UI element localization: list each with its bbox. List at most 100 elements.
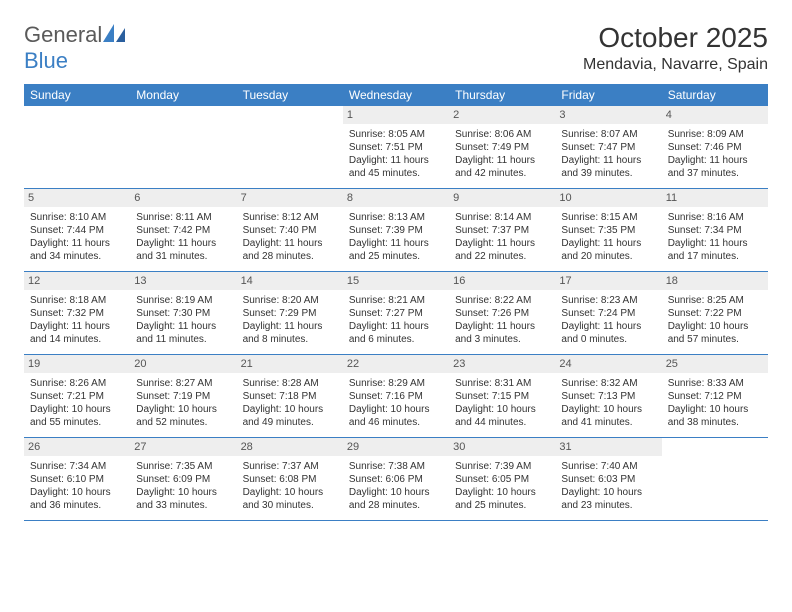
sunrise-line: Sunrise: 7:39 AM xyxy=(455,460,549,473)
sunset-line: Sunset: 7:44 PM xyxy=(30,224,124,237)
sunset-line: Sunset: 7:21 PM xyxy=(30,390,124,403)
calendar-cell: 22 Sunrise: 8:29 AMSunset: 7:16 PMDayligh… xyxy=(343,355,449,437)
calendar-cell xyxy=(130,106,236,188)
calendar-cell: 29Sunrise: 7:38 AMSunset: 6:06 PMDayligh… xyxy=(343,438,449,520)
calendar-cell: 10Sunrise: 8:15 AMSunset: 7:35 PMDayligh… xyxy=(555,189,661,271)
sunset-line: Sunset: 7:30 PM xyxy=(136,307,230,320)
day-number: 5 xyxy=(24,189,130,207)
daylight-line: Daylight: 10 hours and 38 minutes. xyxy=(668,403,762,429)
sunrise-line: Sunrise: 7:38 AM xyxy=(349,460,443,473)
sunset-line: Sunset: 7:13 PM xyxy=(561,390,655,403)
calendar-cell: 3Sunrise: 8:07 AMSunset: 7:47 PMDaylight… xyxy=(555,106,661,188)
calendar-cell xyxy=(24,106,130,188)
sunrise-line: Sunrise: 7:34 AM xyxy=(30,460,124,473)
sunset-line: Sunset: 7:22 PM xyxy=(668,307,762,320)
sunrise-line: Sunrise: 8:28 AM xyxy=(243,377,337,390)
sunrise-line: Sunrise: 8:07 AM xyxy=(561,128,655,141)
sunrise-line: Sunrise: 7:40 AM xyxy=(561,460,655,473)
sunset-line: Sunset: 7:26 PM xyxy=(455,307,549,320)
day-number: 1 xyxy=(343,106,449,124)
daylight-line: Daylight: 11 hours and 14 minutes. xyxy=(30,320,124,346)
logo: GeneralBlue xyxy=(24,22,125,74)
calendar-cell: 27Sunrise: 7:35 AMSunset: 6:09 PMDayligh… xyxy=(130,438,236,520)
calendar-week: 26 Sunrise: 7:34 AMSunset: 6:10 PM Dayligh… xyxy=(24,438,768,521)
logo-part2: Blue xyxy=(24,48,68,73)
day-number: 15 xyxy=(343,272,449,290)
day-number: 29 xyxy=(343,438,449,456)
sunset-line: Sunset: 6:06 PM xyxy=(349,473,443,486)
calendar-cell xyxy=(662,438,768,520)
calendar-cell: 24Sunrise: 8:32 AMSunset: 7:13 PMDayligh… xyxy=(555,355,661,437)
sunrise-line: Sunrise: 7:35 AM xyxy=(136,460,230,473)
day-header: Saturday xyxy=(662,84,768,106)
calendar-cell: 1Sunrise: 8:05 AMSunset: 7:51 PMDaylight… xyxy=(343,106,449,188)
sunset-line: Sunset: 7:51 PM xyxy=(349,141,443,154)
daylight-line: Daylight: 10 hours and 46 minutes. xyxy=(349,403,443,429)
logo-part1: General xyxy=(24,22,102,47)
daylight-line: Daylight: 10 hours and 44 minutes. xyxy=(455,403,549,429)
day-number: 22 xyxy=(343,355,449,373)
daylight-line: Daylight: 10 hours and 41 minutes. xyxy=(561,403,655,429)
title-block: October 2025 Mendavia, Navarre, Spain xyxy=(583,22,768,74)
sunrise-line: Sunrise: 8:18 AM xyxy=(30,294,124,307)
daylight-line: Daylight: 11 hours and 39 minutes. xyxy=(561,154,655,180)
day-number: 12 xyxy=(24,272,130,290)
calendar-cell: 5Sunrise: 8:10 AMSunset: 7:44 PMDaylight… xyxy=(24,189,130,271)
sunset-line: Sunset: 7:16 PM xyxy=(349,390,443,403)
day-number: 28 xyxy=(237,438,343,456)
calendar-cell: 12Sunrise: 8:18 AMSunset: 7:32 PMDayligh… xyxy=(24,272,130,354)
sunset-line: Sunset: 6:08 PM xyxy=(243,473,337,486)
calendar-cell: 18Sunrise: 8:25 AMSunset: 7:22 PMDayligh… xyxy=(662,272,768,354)
sunset-line: Sunset: 7:46 PM xyxy=(668,141,762,154)
logo-sail-icon xyxy=(103,22,125,48)
day-header: Thursday xyxy=(449,84,555,106)
daylight-line: Daylight: 11 hours and 22 minutes. xyxy=(455,237,549,263)
sunrise-line: Sunrise: 8:14 AM xyxy=(455,211,549,224)
sunrise-line: Sunrise: 8:29 AM xyxy=(349,377,443,390)
sunrise-line: Sunrise: 8:22 AM xyxy=(455,294,549,307)
sunset-line: Sunset: 6:09 PM xyxy=(136,473,230,486)
calendar-cell: 30Sunrise: 7:39 AMSunset: 6:05 PMDayligh… xyxy=(449,438,555,520)
day-number: 6 xyxy=(130,189,236,207)
sunset-line: Sunset: 7:34 PM xyxy=(668,224,762,237)
day-number: 25 xyxy=(662,355,768,373)
calendar-week: 19Sunrise: 8:26 AMSunset: 7:21 PMDayligh… xyxy=(24,355,768,438)
calendar-cell: 8Sunrise: 8:13 AMSunset: 7:39 PMDaylight… xyxy=(343,189,449,271)
sunset-line: Sunset: 7:19 PM xyxy=(136,390,230,403)
day-number: 24 xyxy=(555,355,661,373)
sunset-line: Sunset: 7:29 PM xyxy=(243,307,337,320)
calendar-cell: 15Sunrise: 8:21 AMSunset: 7:27 PMDayligh… xyxy=(343,272,449,354)
day-number: 13 xyxy=(130,272,236,290)
daylight-line: Daylight: 10 hours and 25 minutes. xyxy=(455,486,549,512)
daylight-line: Daylight: 10 hours and 33 minutes. xyxy=(136,486,230,512)
daylight-line: Daylight: 10 hours and 57 minutes. xyxy=(668,320,762,346)
calendar-cell: 6Sunrise: 8:11 AMSunset: 7:42 PMDaylight… xyxy=(130,189,236,271)
day-number: 26 xyxy=(24,438,130,456)
sunset-line: Sunset: 7:40 PM xyxy=(243,224,337,237)
sunrise-line: Sunrise: 8:05 AM xyxy=(349,128,443,141)
sunset-line: Sunset: 7:24 PM xyxy=(561,307,655,320)
sunset-line: Sunset: 7:35 PM xyxy=(561,224,655,237)
day-number: 16 xyxy=(449,272,555,290)
daylight-line: Daylight: 10 hours and 55 minutes. xyxy=(30,403,124,429)
sunset-line: Sunset: 7:18 PM xyxy=(243,390,337,403)
sunset-line: Sunset: 6:03 PM xyxy=(561,473,655,486)
daylight-line: Daylight: 11 hours and 31 minutes. xyxy=(136,237,230,263)
sunrise-line: Sunrise: 8:20 AM xyxy=(243,294,337,307)
daylight-line: Daylight: 11 hours and 28 minutes. xyxy=(243,237,337,263)
daylight-line: Daylight: 11 hours and 3 minutes. xyxy=(455,320,549,346)
calendar-cell: 16 Sunrise: 8:22 AMSunset: 7:26 PMDayligh… xyxy=(449,272,555,354)
daylight-line: Daylight: 11 hours and 11 minutes. xyxy=(136,320,230,346)
calendar-cell: 21Sunrise: 8:28 AMSunset: 7:18 PMDayligh… xyxy=(237,355,343,437)
day-number: 14 xyxy=(237,272,343,290)
sunset-line: Sunset: 7:37 PM xyxy=(455,224,549,237)
sunset-line: Sunset: 6:10 PM xyxy=(30,473,124,486)
sunset-line: Sunset: 7:39 PM xyxy=(349,224,443,237)
day-number: 18 xyxy=(662,272,768,290)
calendar-week: 5Sunrise: 8:10 AMSunset: 7:44 PMDaylight… xyxy=(24,189,768,272)
calendar-cell: 23Sunrise: 8:31 AMSunset: 7:15 PMDayligh… xyxy=(449,355,555,437)
calendar-cell: 14Sunrise: 8:20 AMSunset: 7:29 PMDayligh… xyxy=(237,272,343,354)
location: Mendavia, Navarre, Spain xyxy=(583,56,768,74)
sunrise-line: Sunrise: 8:09 AM xyxy=(668,128,762,141)
sunset-line: Sunset: 7:49 PM xyxy=(455,141,549,154)
